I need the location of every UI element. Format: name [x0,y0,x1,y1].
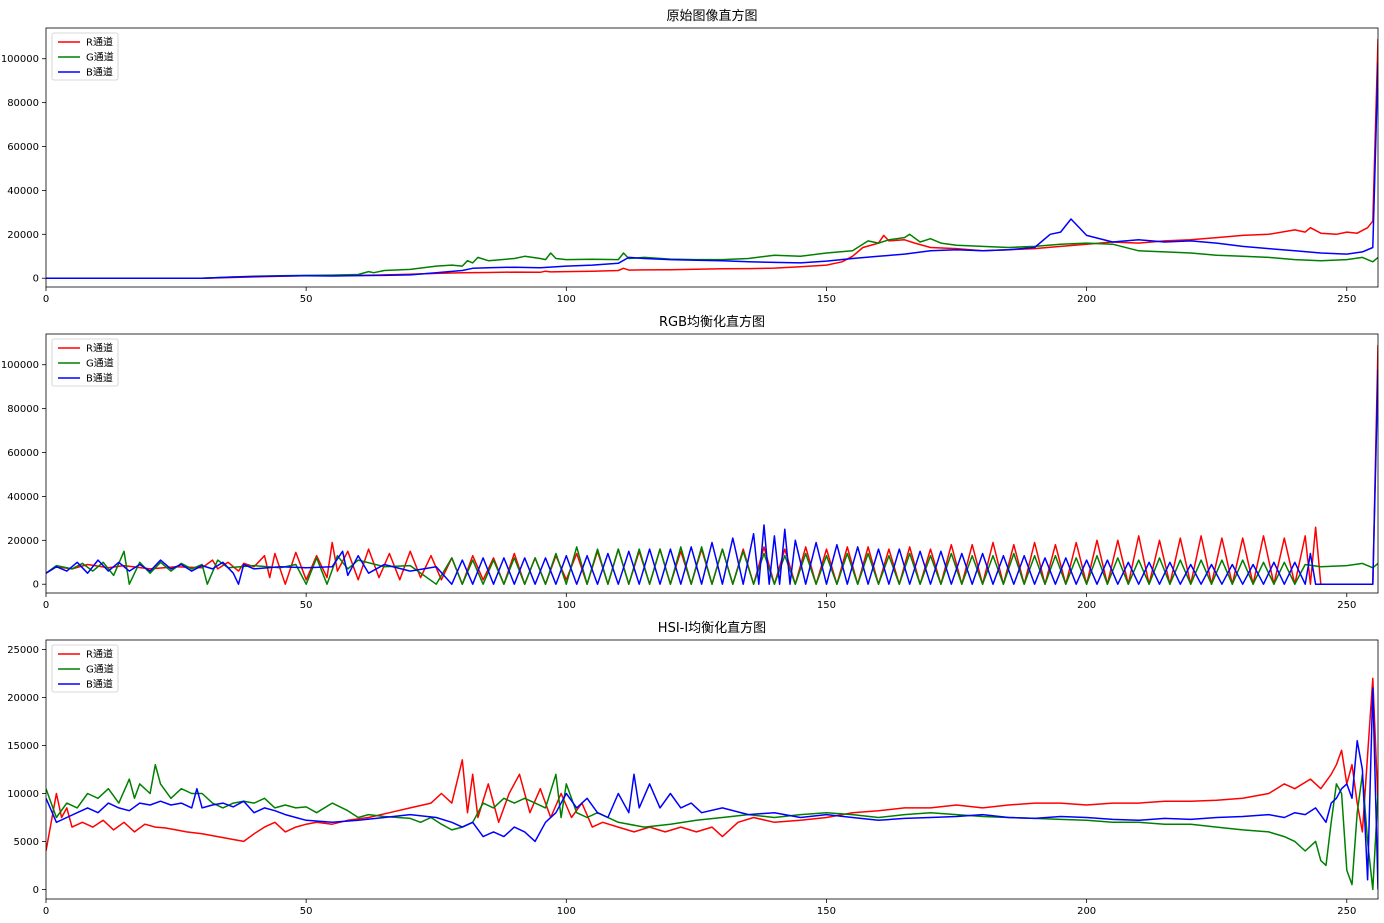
legend-label: R通道 [86,342,113,355]
y-tick-label: 25000 [7,645,39,656]
y-tick-label: 60000 [7,142,39,153]
chart-title: RGB均衡化直方图 [659,314,765,330]
axes-frame [45,639,1379,900]
x-tick-label: 100 [557,294,576,305]
y-tick-label: 15000 [7,741,39,752]
x-tick-label: 50 [300,906,313,917]
series-line-G通道 [46,763,1378,891]
chart-title: 原始图像直方图 [666,8,757,24]
series-group [46,344,1378,585]
series-line-R通道 [46,677,1378,852]
x-tick-label: 0 [43,600,49,611]
y-tick-label: 80000 [7,404,39,415]
legend: R通道 G通道 B通道 [51,644,119,693]
y-tick-label: 40000 [7,492,39,503]
panel-original-histogram: 原始图像直方图 0 50 100 150 200 250 0 20000 40000 60000 8… [1,8,1379,305]
legend-box [51,644,119,693]
x-tick-label: 250 [1337,600,1356,611]
legend-label: R通道 [86,648,113,661]
x-tick-label: 250 [1337,294,1356,305]
series-line-B通道 [46,369,1378,585]
legend-label: G通道 [86,663,114,676]
x-tick-label: 50 [300,600,313,611]
series-line-R通道 [46,344,1378,585]
axes-frame [45,27,1379,288]
y-tick-label: 100000 [1,360,39,371]
series-line-B通道 [46,687,1378,890]
y-tick-label: 20000 [7,230,39,241]
y-tick-label: 0 [33,885,39,896]
x-tick-label: 250 [1337,906,1356,917]
chart-title: HSI-I均衡化直方图 [658,620,766,636]
legend-box [51,338,119,387]
x-tick-label: 150 [817,600,836,611]
x-tick-label: 200 [1077,294,1096,305]
series-group [46,677,1378,891]
series-line-G通道 [46,233,1378,279]
legend: R通道 G通道 B通道 [51,32,119,81]
legend: R通道 G通道 B通道 [51,338,119,387]
series-line-R通道 [46,38,1378,279]
x-tick-label: 50 [300,294,313,305]
x-tick-label: 100 [557,906,576,917]
panel-rgb-equalized-histogram: RGB均衡化直方图 0 50 100 150 200 250 0 20000 40000 6000… [1,314,1379,611]
y-tick-label: 0 [33,274,39,285]
legend-label: R通道 [86,36,113,49]
axes-frame [45,333,1379,594]
legend-label: G通道 [86,357,114,370]
y-tick-label: 10000 [7,789,39,800]
y-tick-label: 20000 [7,536,39,547]
y-tick-label: 0 [33,580,39,591]
y-tick-label: 5000 [14,837,39,848]
x-tick-label: 200 [1077,600,1096,611]
y-tick-label: 60000 [7,448,39,459]
x-tick-label: 0 [43,294,49,305]
panel-hsi-i-equalized-histogram: HSI-I均衡化直方图 0 50 100 150 200 250 0 5000 10000 150… [7,620,1379,917]
x-tick-label: 150 [817,294,836,305]
legend-label: G通道 [86,51,114,64]
series-line-B通道 [46,63,1378,279]
y-tick-label: 100000 [1,54,39,65]
legend-label: B通道 [86,66,113,79]
x-tick-label: 100 [557,600,576,611]
y-tick-label: 40000 [7,186,39,197]
legend-box [51,32,119,81]
y-tick-label: 80000 [7,98,39,109]
y-tick-label: 20000 [7,693,39,704]
legend-label: B通道 [86,678,113,691]
x-tick-label: 150 [817,906,836,917]
x-tick-label: 200 [1077,906,1096,917]
series-group [46,38,1378,279]
x-tick-label: 0 [43,906,49,917]
legend-label: B通道 [86,372,113,385]
